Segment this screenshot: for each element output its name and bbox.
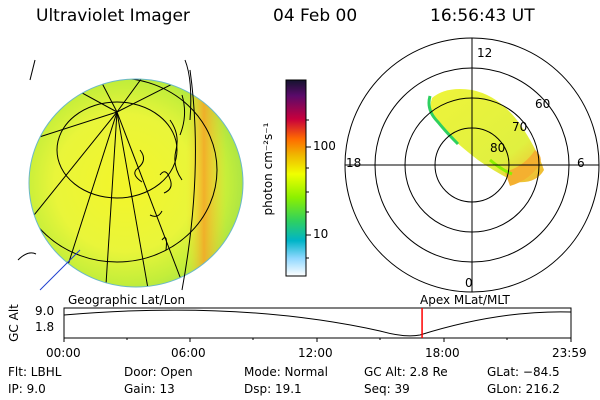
orbit-altitude-timeline [63, 307, 572, 342]
mlat-label-60: 60 [535, 97, 551, 111]
timeline-xtick-1200: 12:00 [298, 346, 333, 360]
mode-status: Mode: Normal [244, 365, 328, 379]
gc-altitude-value: GC Alt: 2.8 Re [364, 365, 448, 379]
mlt-label-dusk: 18 [346, 156, 362, 170]
mlt-label-noon: 12 [477, 46, 493, 60]
filter-value: Flt: LBHL [8, 365, 62, 379]
sequence-value: Seq: 39 [364, 382, 410, 396]
color-scale-unit-label: photon cm⁻²s⁻¹ [261, 122, 275, 216]
timeline-ylabel: GC Alt [7, 304, 21, 342]
timeline-left-title: Geographic Lat/Lon [68, 293, 186, 307]
mlt-label-midnight: 0 [465, 276, 473, 290]
dsp-value: Dsp: 19.1 [244, 382, 302, 396]
timeline-xtick-0000: 00:00 [46, 346, 81, 360]
mlat-label-70: 70 [512, 120, 528, 134]
timeline-xtick-2359: 23:59 [552, 346, 587, 360]
timeline-ytick-high: 9.0 [35, 304, 55, 318]
timeline-xtick-0600: 06:00 [171, 346, 206, 360]
geo-longitude-value: GLon: 216.2 [487, 382, 560, 396]
gain-value: Gain: 13 [124, 382, 175, 396]
ip-value: IP: 9.0 [8, 382, 46, 396]
instrument-title: Ultraviolet Imager [36, 6, 190, 26]
timeline-ylabel-wrap: GC Alt [4, 304, 24, 342]
image-date: 04 Feb 00 [273, 6, 358, 26]
door-status: Door: Open [124, 365, 193, 379]
image-time: 16:56:43 UT [430, 6, 535, 26]
color-scale-tick-100: 100 [313, 139, 336, 153]
color-scale-tick-10: 10 [313, 227, 329, 241]
earth-disk-image [17, 59, 244, 291]
color-scale-ticks [306, 119, 311, 259]
timeline-xtick-1800: 18:00 [425, 346, 460, 360]
mlat-label-80: 80 [490, 141, 506, 155]
geo-latitude-value: GLat: −84.5 [487, 365, 560, 379]
polar-aurora-plot [344, 37, 600, 293]
mlt-label-dawn: 6 [577, 156, 585, 170]
color-scale-unit-label-wrap: photon cm⁻²s⁻¹ [258, 96, 278, 246]
timeline-right-title: Apex MLat/MLT [420, 293, 510, 307]
color-scale-bar [285, 79, 307, 277]
timeline-ytick-low: 1.8 [35, 320, 55, 334]
